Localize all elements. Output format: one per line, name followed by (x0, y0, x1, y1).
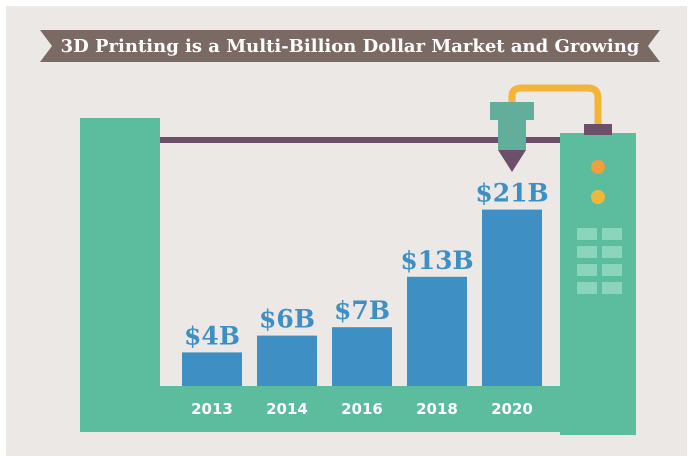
bar (182, 352, 242, 386)
printer-right-tower (560, 133, 636, 435)
value-label: $6B (259, 305, 315, 334)
title-banner (40, 30, 660, 62)
value-label: $4B (184, 321, 240, 350)
bar (257, 335, 317, 386)
indicator-light (591, 190, 605, 204)
bar (407, 276, 467, 386)
control-keypad (577, 228, 622, 294)
bar (482, 209, 542, 386)
x-tick-label: 2018 (416, 400, 458, 418)
x-tick-label: 2016 (341, 400, 383, 418)
print-head (490, 102, 534, 120)
chart-title: 3D Printing is a Multi-Billion Dollar Ma… (61, 36, 640, 57)
indicator-light (591, 160, 605, 174)
value-label: $13B (400, 246, 473, 275)
value-label: $21B (475, 179, 548, 208)
filament-tube (508, 84, 602, 126)
tube-cap (584, 124, 612, 135)
bar (332, 327, 392, 386)
print-head (498, 120, 526, 150)
printer-left-pillar (80, 118, 160, 432)
printer-base (80, 386, 565, 432)
printer-rail (160, 137, 562, 143)
x-tick-label: 2013 (191, 400, 233, 418)
value-label: $7B (334, 296, 390, 325)
x-tick-label: 2020 (491, 400, 533, 418)
nozzle-tip (498, 150, 526, 172)
x-tick-label: 2014 (266, 400, 308, 418)
